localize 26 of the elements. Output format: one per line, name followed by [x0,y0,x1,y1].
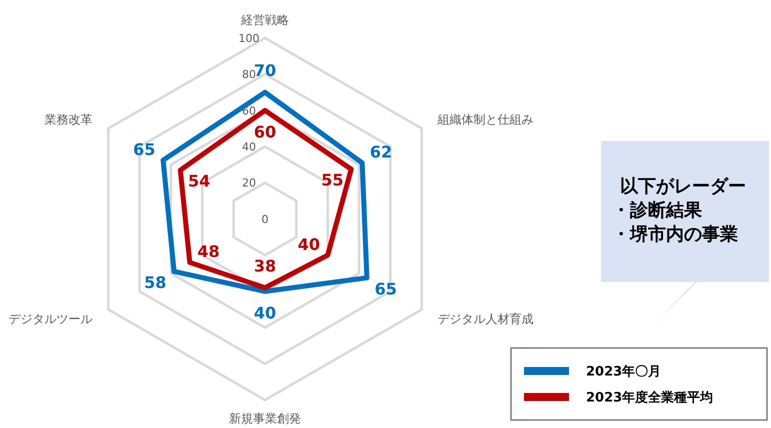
y-tick-label: 40 [242,140,256,154]
spoke-label: 経営戦略 [240,13,289,28]
spoke-label: 業務改革 [44,112,93,127]
data-label: 65 [133,140,156,159]
spoke-label: デジタル人材育成 [437,312,534,326]
y-tick-label: 80 [242,68,256,82]
spoke-label: 組織体制と仕組み [436,112,534,127]
text: ・堺市内の事業 [612,224,738,245]
data-label: 55 [321,170,344,190]
data-label: 38 [254,256,276,276]
data-label: 65 [374,279,397,298]
data-label: 58 [144,272,166,292]
text: ・診断結果 [612,200,703,221]
data-label: 54 [188,172,210,191]
y-tick-label: 100 [238,32,260,45]
legend-label: 2023年度全業種平均 [586,390,714,406]
data-label: 48 [197,242,220,262]
spoke-label: 新規事業創発 [229,411,301,426]
spoke-label: デジタルツール [8,312,93,326]
legend-label: 2023年〇月 [586,364,662,380]
data-label: 40 [298,234,320,254]
data-label: 62 [370,142,392,162]
data-label: 70 [254,61,276,80]
y-tick-label: 20 [242,176,256,190]
text: 以下がレーダー [620,176,746,197]
y-tick-label: 0 [262,212,268,226]
